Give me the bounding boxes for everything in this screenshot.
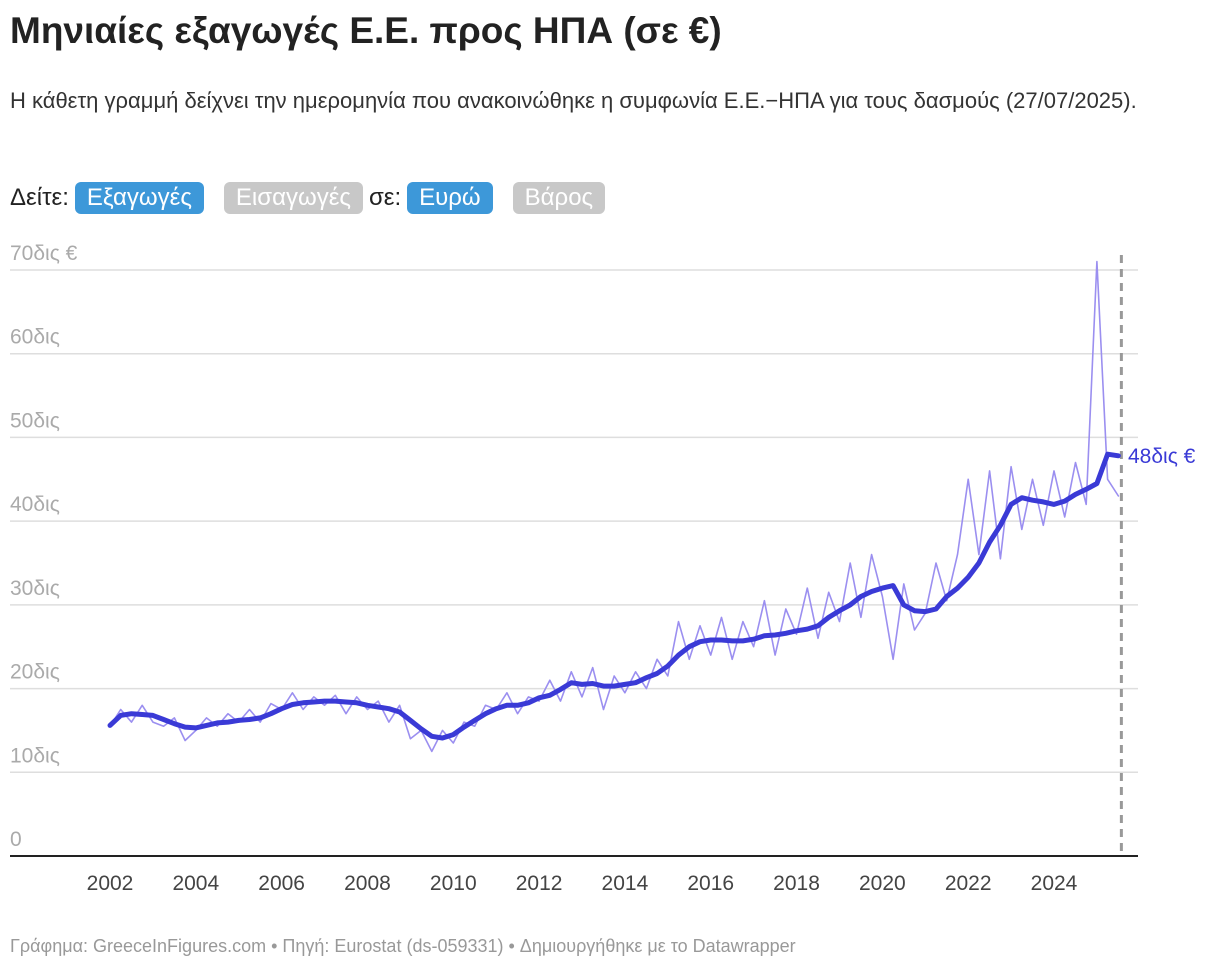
line xyxy=(107,451,1121,741)
x-tick-label: 2014 xyxy=(602,872,649,895)
flow-button[interactable]: Εισαγωγές xyxy=(223,182,363,214)
chart-subtitle: Η κάθετη γραμμή δείχνει την ημερομηνία π… xyxy=(10,88,1137,113)
x-tick-label: 2010 xyxy=(430,872,477,895)
x-tick-label: 2012 xyxy=(516,872,563,895)
see-label: Δείτε: xyxy=(10,184,69,211)
x-tick-label: 2004 xyxy=(172,872,219,895)
y-tick-label: 10δις xyxy=(10,744,60,767)
y-tick-label: 0 xyxy=(10,828,22,851)
footer: Γράφημα: GreeceInFigures.com • Πηγή: Eur… xyxy=(10,936,796,956)
y-tick-label: 30δις xyxy=(10,577,60,600)
in-label: σε: xyxy=(368,184,402,211)
x-tick-label: 2018 xyxy=(773,872,820,895)
x-tick-label: 2008 xyxy=(344,872,391,895)
x-tick-label: 2022 xyxy=(945,872,992,895)
x-tick-label: 2016 xyxy=(687,872,734,895)
chart-title: Μηνιαίες εξαγωγές Ε.Ε. προς ΗΠΑ (σε €) xyxy=(10,10,722,51)
unit-button[interactable]: Ευρώ xyxy=(407,182,493,214)
unit-button[interactable]: Βάρος xyxy=(512,182,606,214)
controls: Δείτε: Εξαγωγές Εισαγωγές σε: Ευρώ Βάρος xyxy=(10,182,625,214)
x-tick-label: 2020 xyxy=(859,872,906,895)
flow-button[interactable]: Εξαγωγές xyxy=(74,182,204,214)
y-tick-label: 40δις xyxy=(10,493,60,516)
y-tick-label: 70δις € xyxy=(10,242,78,265)
x-tick-label: 2002 xyxy=(87,872,134,895)
x-tick-label: 2006 xyxy=(258,872,305,895)
y-tick-label: 60δις xyxy=(10,326,60,349)
line xyxy=(109,260,1120,753)
y-tick-label: 50δις xyxy=(10,409,60,432)
x-tick-label: 2024 xyxy=(1031,872,1078,895)
y-tick-label: 20δις xyxy=(10,661,60,684)
end-label: 48δις € xyxy=(1128,445,1196,468)
